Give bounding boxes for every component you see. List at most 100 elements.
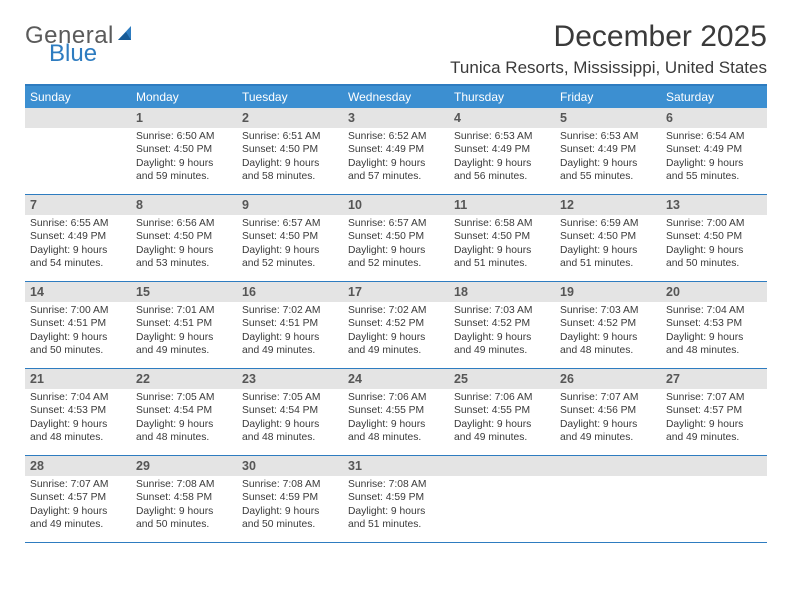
sunrise-line: Sunrise: 7:08 AM bbox=[242, 479, 320, 490]
day-cell bbox=[555, 456, 661, 543]
sunset-line: Sunset: 4:57 PM bbox=[30, 492, 106, 503]
sunset-line: Sunset: 4:50 PM bbox=[348, 231, 424, 242]
day-cell: 25Sunrise: 7:06 AMSunset: 4:55 PMDayligh… bbox=[449, 369, 555, 456]
day-cell: 11Sunrise: 6:58 AMSunset: 4:50 PMDayligh… bbox=[449, 195, 555, 282]
daylight-line: Daylight: 9 hours and 48 minutes. bbox=[666, 332, 743, 356]
sunset-line: Sunset: 4:49 PM bbox=[454, 144, 530, 155]
sunrise-line: Sunrise: 7:04 AM bbox=[666, 305, 744, 316]
day-content: Sunrise: 7:03 AMSunset: 4:52 PMDaylight:… bbox=[555, 302, 661, 362]
day-content: Sunrise: 7:08 AMSunset: 4:58 PMDaylight:… bbox=[131, 476, 237, 536]
day-content: Sunrise: 7:07 AMSunset: 4:56 PMDaylight:… bbox=[555, 389, 661, 449]
sunset-line: Sunset: 4:59 PM bbox=[348, 492, 424, 503]
day-content: Sunrise: 7:07 AMSunset: 4:57 PMDaylight:… bbox=[661, 389, 767, 449]
sunrise-line: Sunrise: 6:51 AM bbox=[242, 131, 320, 142]
daylight-line: Daylight: 9 hours and 51 minutes. bbox=[560, 245, 637, 269]
day-number: 14 bbox=[25, 282, 131, 302]
day-number-empty bbox=[25, 108, 131, 128]
day-number: 5 bbox=[555, 108, 661, 128]
day-content: Sunrise: 7:05 AMSunset: 4:54 PMDaylight:… bbox=[131, 389, 237, 449]
sunrise-line: Sunrise: 7:08 AM bbox=[348, 479, 426, 490]
sunset-line: Sunset: 4:52 PM bbox=[348, 318, 424, 329]
sunrise-line: Sunrise: 7:08 AM bbox=[136, 479, 214, 490]
day-number: 17 bbox=[343, 282, 449, 302]
day-cell: 22Sunrise: 7:05 AMSunset: 4:54 PMDayligh… bbox=[131, 369, 237, 456]
day-content: Sunrise: 7:08 AMSunset: 4:59 PMDaylight:… bbox=[343, 476, 449, 536]
day-number: 9 bbox=[237, 195, 343, 215]
sunrise-line: Sunrise: 6:53 AM bbox=[454, 131, 532, 142]
day-number: 29 bbox=[131, 456, 237, 476]
sunrise-line: Sunrise: 7:07 AM bbox=[30, 479, 108, 490]
dayhead-sun: Sunday bbox=[25, 85, 131, 108]
sunset-line: Sunset: 4:58 PM bbox=[136, 492, 212, 503]
sunset-line: Sunset: 4:49 PM bbox=[348, 144, 424, 155]
daylight-line: Daylight: 9 hours and 55 minutes. bbox=[666, 158, 743, 182]
day-number: 27 bbox=[661, 369, 767, 389]
day-number: 10 bbox=[343, 195, 449, 215]
sunrise-line: Sunrise: 6:53 AM bbox=[560, 131, 638, 142]
day-content: Sunrise: 7:07 AMSunset: 4:57 PMDaylight:… bbox=[25, 476, 131, 536]
day-cell: 20Sunrise: 7:04 AMSunset: 4:53 PMDayligh… bbox=[661, 282, 767, 369]
day-number: 28 bbox=[25, 456, 131, 476]
dayhead-mon: Monday bbox=[131, 85, 237, 108]
day-cell bbox=[661, 456, 767, 543]
day-cell: 5Sunrise: 6:53 AMSunset: 4:49 PMDaylight… bbox=[555, 108, 661, 195]
sunrise-line: Sunrise: 7:05 AM bbox=[136, 392, 214, 403]
day-content: Sunrise: 7:05 AMSunset: 4:54 PMDaylight:… bbox=[237, 389, 343, 449]
week-row: 14 Sunrise: 7:00 AM Sunset: 4:51 PM Dayligh… bbox=[25, 282, 767, 369]
sunrise-line: Sunrise: 6:57 AM bbox=[348, 218, 426, 229]
day-cell: 6Sunrise: 6:54 AMSunset: 4:49 PMDaylight… bbox=[661, 108, 767, 195]
day-cell: 8Sunrise: 6:56 AMSunset: 4:50 PMDaylight… bbox=[131, 195, 237, 282]
dayhead-sat: Saturday bbox=[661, 85, 767, 108]
sunrise-line: Sunrise: 6:52 AM bbox=[348, 131, 426, 142]
sunrise-line: Sunrise: 7:00 AM bbox=[666, 218, 744, 229]
daylight-line: Daylight: 9 hours and 48 minutes. bbox=[560, 332, 637, 356]
daylight-line: Daylight: 9 hours and 53 minutes. bbox=[136, 245, 213, 269]
day-content: Sunrise: 7:02 AMSunset: 4:52 PMDaylight:… bbox=[343, 302, 449, 362]
day-content: Sunrise: 7:08 AMSunset: 4:59 PMDaylight:… bbox=[237, 476, 343, 536]
sunrise-line: Sunrise: 7:06 AM bbox=[454, 392, 532, 403]
day-cell: 26Sunrise: 7:07 AMSunset: 4:56 PMDayligh… bbox=[555, 369, 661, 456]
daylight-line: Daylight: 9 hours and 55 minutes. bbox=[560, 158, 637, 182]
day-content: Sunrise: 7:04 AMSunset: 4:53 PMDaylight:… bbox=[661, 302, 767, 362]
sunset-line: Sunset: 4:51 PM bbox=[136, 318, 212, 329]
daylight-line: Daylight: 9 hours and 51 minutes. bbox=[454, 245, 531, 269]
day-content: Sunrise: 6:54 AMSunset: 4:49 PMDaylight:… bbox=[661, 128, 767, 188]
day-cell: 30Sunrise: 7:08 AMSunset: 4:59 PMDayligh… bbox=[237, 456, 343, 543]
day-content: Sunrise: 7:06 AMSunset: 4:55 PMDaylight:… bbox=[343, 389, 449, 449]
day-content: Sunrise: 7:06 AMSunset: 4:55 PMDaylight:… bbox=[449, 389, 555, 449]
day-cell: 28Sunrise: 7:07 AMSunset: 4:57 PMDayligh… bbox=[25, 456, 131, 543]
day-cell bbox=[25, 108, 131, 195]
day-number: 7 bbox=[25, 195, 131, 215]
location: Tunica Resorts, Mississippi, United Stat… bbox=[450, 58, 767, 78]
month-title: December 2025 bbox=[450, 20, 767, 54]
day-header-row: Sunday Monday Tuesday Wednesday Thursday… bbox=[25, 85, 767, 108]
sunrise-line: Sunrise: 6:54 AM bbox=[666, 131, 744, 142]
sunset-line: Sunset: 4:50 PM bbox=[454, 231, 530, 242]
sunset-line: Sunset: 4:55 PM bbox=[454, 405, 530, 416]
daylight-line: Daylight: 9 hours and 49 minutes. bbox=[666, 419, 743, 443]
day-number: 2 bbox=[237, 108, 343, 128]
day-content: Sunrise: 6:52 AMSunset: 4:49 PMDaylight:… bbox=[343, 128, 449, 188]
day-cell: 23Sunrise: 7:05 AMSunset: 4:54 PMDayligh… bbox=[237, 369, 343, 456]
sunrise-line: Sunrise: 7:00 AM bbox=[30, 305, 108, 316]
sunset-line: Sunset: 4:53 PM bbox=[30, 405, 106, 416]
day-content: Sunrise: 6:57 AMSunset: 4:50 PMDaylight:… bbox=[237, 215, 343, 275]
dayhead-wed: Wednesday bbox=[343, 85, 449, 108]
day-number: 31 bbox=[343, 456, 449, 476]
day-content: Sunrise: 7:02 AMSunset: 4:51 PMDaylight:… bbox=[237, 302, 343, 362]
day-cell: 13Sunrise: 7:00 AMSunset: 4:50 PMDayligh… bbox=[661, 195, 767, 282]
day-number: 3 bbox=[343, 108, 449, 128]
logo: General Blue bbox=[25, 24, 136, 66]
sunrise-line: Sunrise: 6:55 AM bbox=[30, 218, 108, 229]
day-cell: 2Sunrise: 6:51 AMSunset: 4:50 PMDaylight… bbox=[237, 108, 343, 195]
day-cell: 24Sunrise: 7:06 AMSunset: 4:55 PMDayligh… bbox=[343, 369, 449, 456]
week-row: 21Sunrise: 7:04 AMSunset: 4:53 PMDayligh… bbox=[25, 369, 767, 456]
day-content: Sunrise: 6:55 AMSunset: 4:49 PMDaylight:… bbox=[25, 215, 131, 275]
sunrise-line: Sunrise: 6:58 AM bbox=[454, 218, 532, 229]
daylight-line: Daylight: 9 hours and 50 minutes. bbox=[242, 506, 319, 530]
sunrise-line: Sunrise: 7:03 AM bbox=[454, 305, 532, 316]
daylight-line: Daylight: 9 hours and 58 minutes. bbox=[242, 158, 319, 182]
day-cell: 31Sunrise: 7:08 AMSunset: 4:59 PMDayligh… bbox=[343, 456, 449, 543]
daylight-line: Daylight: 9 hours and 49 minutes. bbox=[348, 332, 425, 356]
sunrise-line: Sunrise: 7:07 AM bbox=[560, 392, 638, 403]
